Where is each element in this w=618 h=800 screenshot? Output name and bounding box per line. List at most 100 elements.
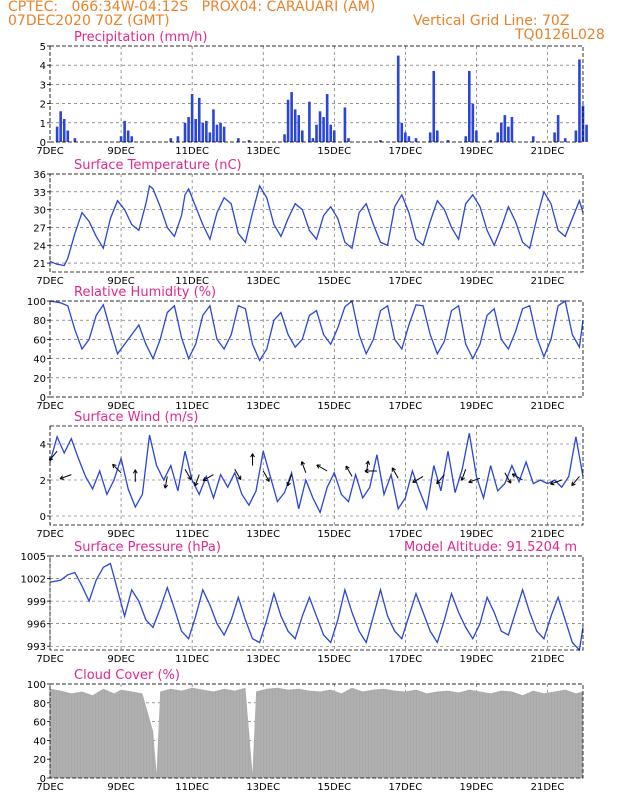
precip-bar: [176, 136, 180, 142]
y-tick-label: 30: [33, 206, 46, 217]
precip-bar: [126, 130, 130, 142]
wind-arrow: [461, 469, 467, 481]
wind-arrow: [59, 474, 72, 480]
wind-arrowhead: [391, 467, 396, 472]
x-tick-label: 11DEC: [175, 276, 209, 287]
precip-bar: [293, 109, 297, 142]
precip-bar: [123, 120, 126, 142]
precip-bar: [212, 109, 215, 142]
precip-bar: [471, 103, 475, 142]
wind-arrow: [49, 450, 58, 461]
precip-bar: [414, 138, 418, 142]
x-tick-label: 9DEC: [107, 146, 134, 157]
precip-bar: [507, 126, 510, 142]
y-tick-label: 2: [40, 100, 46, 111]
wind-arrowhead: [511, 473, 517, 478]
precip-bar: [531, 136, 535, 142]
precip-bar: [62, 118, 66, 142]
precip-bar: [59, 111, 62, 142]
x-tick-label: 19DEC: [460, 782, 494, 793]
wind-arrowhead: [316, 464, 321, 469]
series-line: [49, 562, 584, 652]
precip-bar: [578, 59, 581, 142]
precip-bar: [553, 132, 556, 142]
wind-arrow: [301, 461, 307, 473]
wind-arrow: [262, 470, 270, 482]
x-tick-label: 11DEC: [175, 654, 209, 665]
precip-bar: [290, 92, 293, 142]
x-tick-label: 7DEC: [36, 401, 63, 412]
precip-bar: [215, 124, 219, 142]
wind-arrowhead: [460, 476, 465, 481]
precip-bar: [308, 101, 311, 142]
precip-bar: [332, 130, 336, 142]
panel-1: 21 24 27 30 33 36 7DEC 9DEC 11DEC 13DEC 15DEC 17DEC…: [33, 158, 584, 287]
wind-arrowhead: [345, 465, 350, 471]
x-tick-label: 11DEC: [175, 529, 209, 540]
x-tick-label: 9DEC: [107, 654, 134, 665]
wind-arrowhead: [507, 479, 512, 484]
cloud-cover-area: [50, 687, 583, 778]
y-tick-label: 40: [33, 355, 46, 366]
precip-bar: [130, 136, 134, 142]
x-tick-label: 21DEC: [531, 654, 565, 665]
y-tick-label: 996: [27, 620, 46, 631]
wind-arrowhead: [194, 481, 199, 487]
precip-bar: [436, 130, 439, 142]
x-tick-label: 15DEC: [317, 529, 351, 540]
x-tick-label: 19DEC: [460, 529, 494, 540]
panel-4: 993 996 999 1002 1005 7DEC 9DEC 11DEC 13DEC 15DEC…: [21, 540, 584, 665]
wind-arrow: [184, 468, 192, 480]
wind-arrowhead: [365, 460, 371, 465]
panel-title: Surface Pressure (hPa): [74, 540, 221, 555]
precip-bar: [325, 94, 329, 142]
wind-arrow: [202, 474, 214, 482]
x-tick-label: 11DEC: [175, 401, 209, 412]
x-tick-label: 13DEC: [246, 529, 280, 540]
precip-bar: [237, 138, 240, 142]
panel-title: Relative Humidity (%): [74, 285, 216, 300]
y-tick-label: 80: [33, 699, 46, 710]
y-tick-label: 80: [33, 316, 46, 327]
precip-bar: [510, 117, 514, 142]
precip-bar: [499, 122, 503, 142]
wind-arrowhead: [468, 478, 473, 484]
x-tick-label: 9DEC: [107, 276, 134, 287]
y-tick-label: 20: [33, 374, 46, 385]
x-tick-label: 21DEC: [531, 529, 565, 540]
precip-bar: [400, 122, 404, 142]
precip-bar: [286, 99, 290, 142]
x-tick-label: 9DEC: [107, 529, 134, 540]
wind-arrowhead: [571, 481, 576, 487]
wind-arrowhead: [550, 480, 555, 486]
precip-bar: [197, 97, 201, 142]
y-tick-label: 33: [33, 188, 46, 199]
y-tick-label: 5: [40, 42, 46, 53]
x-tick-label: 15DEC: [317, 401, 351, 412]
panel-frame: [49, 45, 584, 143]
precip-bar: [219, 122, 222, 142]
panel-5: 0 20 40 60 80 100 7DEC 9DEC 11DEC 13DEC 15DEC 17DEC…: [27, 668, 584, 793]
x-tick-label: 13DEC: [246, 146, 280, 157]
header-model-id: TQ0126L028: [515, 27, 605, 43]
precip-bar: [322, 117, 325, 142]
precip-bar: [489, 140, 492, 142]
precip-bar: [247, 140, 251, 142]
x-tick-label: 21DEC: [531, 276, 565, 287]
precip-bar: [574, 130, 578, 142]
wind-arrow: [571, 476, 580, 486]
wind-arrowhead: [300, 461, 306, 466]
y-tick-label: 993: [27, 642, 46, 653]
x-tick-label: 11DEC: [175, 782, 209, 793]
wind-arrow: [112, 463, 122, 474]
wind-arrowhead: [187, 475, 192, 481]
x-tick-label: 21DEC: [531, 782, 565, 793]
wind-arrowhead: [364, 468, 369, 474]
precip-bar: [222, 126, 226, 142]
x-tick-label: 9DEC: [107, 401, 134, 412]
x-tick-label: 19DEC: [460, 401, 494, 412]
precip-bar: [208, 132, 212, 142]
y-tick-label: 60: [33, 335, 46, 346]
x-tick-label: 21DEC: [531, 146, 565, 157]
